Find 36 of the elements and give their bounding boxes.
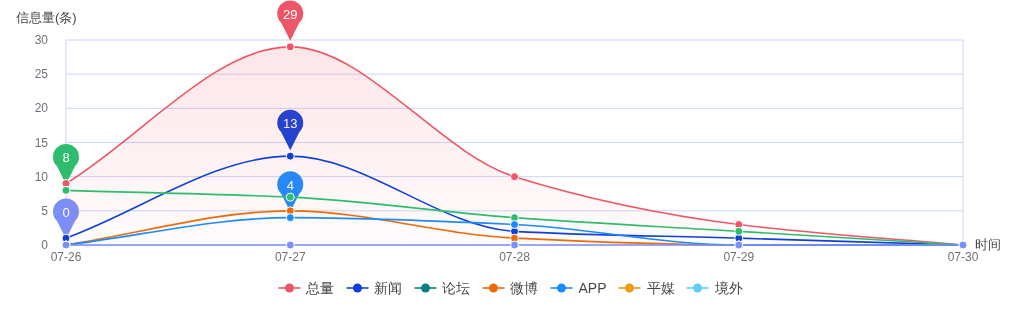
- legend-label: APP: [578, 280, 607, 296]
- point: [285, 151, 295, 161]
- point: [734, 226, 744, 236]
- point: [285, 213, 295, 223]
- legend-label: 微博: [510, 280, 539, 296]
- y-axis-title: 信息量(条): [16, 10, 77, 25]
- point: [285, 42, 295, 52]
- point: [510, 220, 519, 229]
- y-tick-label: 10: [34, 169, 49, 184]
- y-tick-label: 5: [41, 203, 49, 218]
- legend-label: 平媒: [646, 280, 675, 296]
- x-tick-label: 07-29: [723, 250, 755, 264]
- y-tick-label: 30: [34, 33, 49, 47]
- point: [285, 192, 295, 202]
- y-tick-label: 25: [34, 67, 49, 82]
- annotation: 29: [283, 6, 298, 22]
- annotation: 0: [62, 205, 70, 220]
- point: [510, 240, 519, 250]
- x-tick-label: 07-30: [947, 250, 979, 264]
- annotation: 8: [62, 150, 70, 166]
- x-tick-label: 07-28: [499, 250, 531, 264]
- legend-label: 总量: [305, 280, 335, 296]
- point: [61, 185, 71, 195]
- y-tick-label: 20: [34, 101, 49, 116]
- legend-label: 境外: [713, 280, 743, 296]
- legend-label: 论坛: [442, 280, 471, 296]
- y-tick-label: 15: [34, 135, 49, 150]
- y-tick-label: 0: [41, 238, 49, 252]
- annotation: 4: [286, 177, 294, 193]
- x-tick-label: 07-26: [50, 250, 82, 264]
- x-axis-title: 时间: [975, 237, 1001, 252]
- annotation: 13: [283, 116, 298, 132]
- legend-label: 新闻: [374, 280, 403, 296]
- point: [285, 240, 295, 250]
- point: [510, 172, 519, 182]
- x-tick-label: 07-27: [274, 250, 306, 264]
